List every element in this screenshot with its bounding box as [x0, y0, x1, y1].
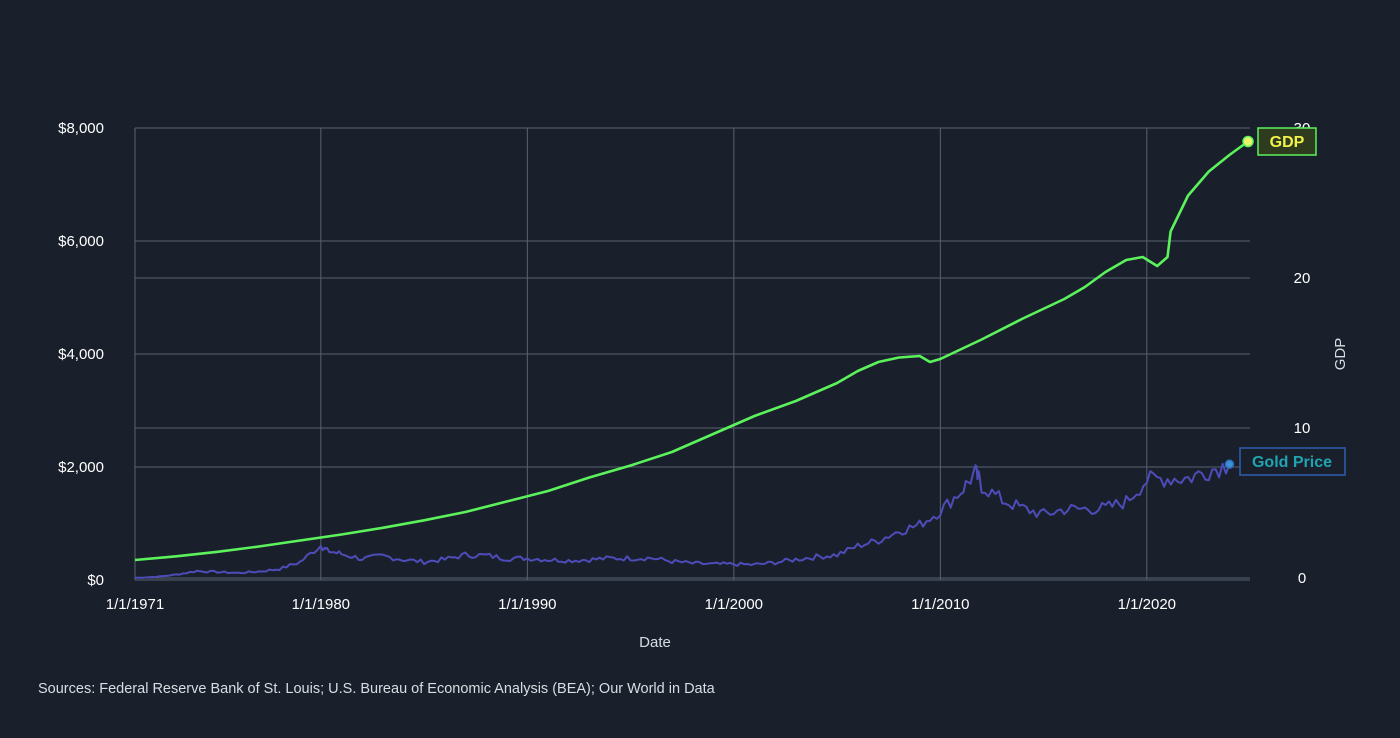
- left-tick-label: $6,000: [58, 233, 104, 250]
- right-tick-label: 10: [1294, 420, 1311, 437]
- left-tick-label: $2,000: [58, 459, 104, 476]
- x-tick-label: 1/1/1980: [292, 596, 350, 613]
- x-tick-label: 1/1/1990: [498, 596, 556, 613]
- x-tick-label: 1/1/2020: [1118, 596, 1176, 613]
- x-tick-label: 1/1/2010: [911, 596, 969, 613]
- gdp-label-text: GDP: [1270, 134, 1305, 151]
- label-layer: GDP Gold Price: [1224, 127, 1346, 476]
- right-tick-label: 0: [1298, 570, 1306, 587]
- grid-layer: [134, 127, 1250, 581]
- left-tick-label: $4,000: [58, 346, 104, 363]
- source-note: Sources: Federal Reserve Bank of St. Lou…: [38, 681, 715, 697]
- gdp-end-marker: [1242, 135, 1254, 148]
- right-tick-label: 20: [1294, 270, 1311, 287]
- left-tick-label: $8,000: [58, 120, 104, 137]
- gdp-label-box: [1257, 127, 1317, 156]
- x-tick-label: 1/1/2000: [705, 596, 763, 613]
- right-axis-title: GDP: [1332, 338, 1349, 371]
- gold-price-line: [134, 462, 1231, 579]
- gold-price-label-box: [1239, 447, 1346, 476]
- x-axis-title: Date: [639, 634, 671, 651]
- gdp-line: [134, 140, 1249, 562]
- series-layer: [134, 140, 1249, 579]
- x-tick-label: 1/1/1971: [106, 596, 164, 613]
- axis-layer: 1/1/1971 1/1/1980 1/1/1990 1/1/2000 1/1/2010…: [58, 120, 1349, 651]
- left-tick-label: $0: [87, 572, 104, 589]
- gold-price-end-marker: [1224, 459, 1235, 469]
- gold-price-label-text: Gold Price: [1252, 454, 1332, 471]
